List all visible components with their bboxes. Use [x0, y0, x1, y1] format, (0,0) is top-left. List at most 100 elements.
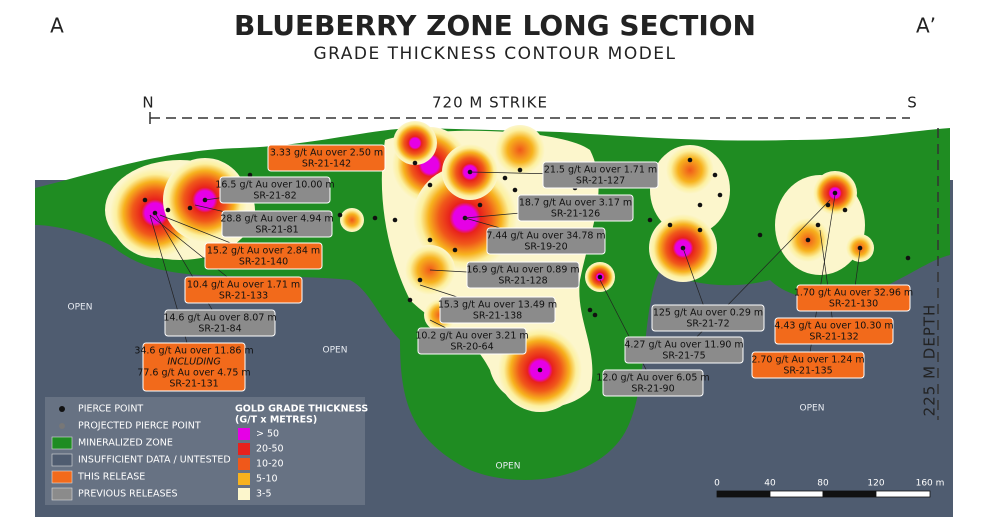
grade-blob — [666, 146, 714, 194]
pierce-point — [815, 222, 821, 228]
pierce-point — [687, 157, 693, 163]
callout-box — [184, 276, 303, 304]
legend-symbol — [51, 436, 73, 450]
open-label: OPEN — [496, 462, 521, 472]
callout-text: SR-21-84 — [198, 324, 241, 335]
callout-box — [796, 284, 911, 312]
callout-text: SR-21-82 — [253, 191, 296, 202]
callout-text: 10.4 g/t Au over 1.71 m — [187, 280, 300, 291]
grade-swatch — [238, 488, 250, 500]
legend-label: MINERALIZED ZONE — [78, 438, 173, 449]
pierce-point — [452, 247, 458, 253]
leader-line — [149, 214, 195, 368]
pierce-point — [477, 202, 483, 208]
callout-text: 16.5 g/t Au over 10.00 m — [215, 180, 334, 191]
callout-text: SR-21-90 — [631, 384, 674, 395]
pierce-point — [247, 172, 253, 178]
pierce-point — [537, 367, 543, 373]
open-label: OPEN — [800, 404, 825, 414]
callout-box — [466, 261, 580, 289]
legend-symbol — [51, 487, 73, 501]
pierce-point — [407, 297, 413, 303]
pierce-point — [512, 187, 518, 193]
open-label: OPEN — [68, 303, 93, 313]
pierce-point — [392, 217, 398, 223]
pierce-point — [337, 212, 343, 218]
pierce-point — [832, 190, 838, 196]
pierce-point — [842, 207, 848, 213]
grade-blob — [393, 121, 437, 165]
callout-text: 7.44 g/t Au over 34.78 m — [486, 231, 605, 242]
callout-text: SR-21-135 — [783, 366, 832, 377]
grade-blob — [495, 125, 545, 175]
callout-text: SR-21-128 — [498, 276, 547, 287]
grade-swatch — [238, 428, 250, 440]
callout-text: SR-21-142 — [302, 159, 351, 170]
callout-text: SR-21-127 — [576, 176, 625, 187]
grade-label: 20-50 — [256, 444, 284, 455]
grade-units: (G/T x METRES) — [235, 415, 317, 426]
legend-label: PROJECTED PIERCE POINT — [78, 421, 201, 432]
pierce-point — [412, 160, 418, 166]
callouts: 3.33 g/t Au over 2.50 mSR-21-142 15.2 g/t… — [134, 144, 913, 397]
leader-line — [154, 212, 221, 324]
callout-text: INCLUDING — [167, 357, 220, 368]
callout-text: 4.43 g/t Au over 10.30 m — [774, 321, 893, 332]
pierce-point — [697, 202, 703, 208]
scale-label: 80 — [817, 479, 829, 489]
section-start: A — [50, 14, 64, 38]
callout-box — [439, 296, 556, 324]
pierce-point — [142, 197, 148, 203]
legend-symbol — [51, 470, 73, 484]
grade-swatch — [238, 473, 250, 485]
pierce-point — [667, 222, 673, 228]
south-label: S — [907, 94, 917, 112]
callout-box — [204, 242, 323, 270]
grade-label: 3-5 — [256, 489, 272, 500]
scale-segment — [875, 490, 931, 498]
pierce-point — [857, 245, 863, 251]
callout-text: 21.5 g/t Au over 1.71 m — [544, 165, 657, 176]
callout-box — [751, 351, 865, 379]
grade-swatch — [238, 443, 250, 455]
leader-line — [599, 279, 654, 384]
callout-box — [221, 210, 333, 238]
callout-box — [624, 336, 744, 364]
callout-text: SR-21-140 — [239, 257, 288, 268]
pierce-point — [165, 207, 171, 213]
callout-text: 77.6 g/t Au over 4.75 m — [137, 368, 250, 379]
north-label: N — [142, 94, 153, 112]
callout-text: SR-21-81 — [255, 225, 298, 236]
callout-box — [142, 342, 246, 392]
callout-text: SR-21-130 — [829, 299, 878, 310]
callout-text: SR-21-132 — [809, 332, 858, 343]
grade-label: > 50 — [256, 429, 279, 440]
grade-swatch — [238, 458, 250, 470]
subtitle: GRADE THICKNESS CONTOUR MODEL — [313, 44, 676, 64]
callout-text: SR-21-133 — [219, 291, 268, 302]
legend-symbol — [59, 406, 65, 412]
pierce-point — [517, 167, 523, 173]
callout-text: SR-21-72 — [686, 319, 729, 330]
pierce-point — [647, 217, 653, 223]
leader-line — [819, 229, 835, 332]
pierce-point — [427, 237, 433, 243]
callout-text: SR-21-138 — [473, 311, 522, 322]
callout-text: 12.0 g/t Au over 6.05 m — [596, 373, 709, 384]
callout-text: 10.2 g/t Au over 3.21 m — [415, 331, 528, 342]
scale-label: 160 m — [916, 479, 945, 489]
grade-blob — [340, 208, 364, 232]
callout-box — [267, 144, 386, 172]
pierce-point — [372, 215, 378, 221]
callout-box — [542, 161, 659, 189]
callout-text: 1.70 g/t Au over 32.96 m — [794, 288, 913, 299]
callout-box — [517, 194, 634, 222]
callout-text: 15.3 g/t Au over 13.49 m — [438, 300, 557, 311]
scale-label: 120 — [867, 479, 884, 489]
legend-label: THIS RELEASE — [77, 472, 145, 483]
callout-text: 4.27 g/t Au over 11.90 m — [624, 340, 743, 351]
pierce-point — [712, 172, 718, 178]
legend-box — [45, 397, 365, 505]
callout-text: 125 g/t Au over 0.29 m — [653, 308, 763, 319]
callout-text: 2.70 g/t Au over 1.24 m — [751, 355, 864, 366]
